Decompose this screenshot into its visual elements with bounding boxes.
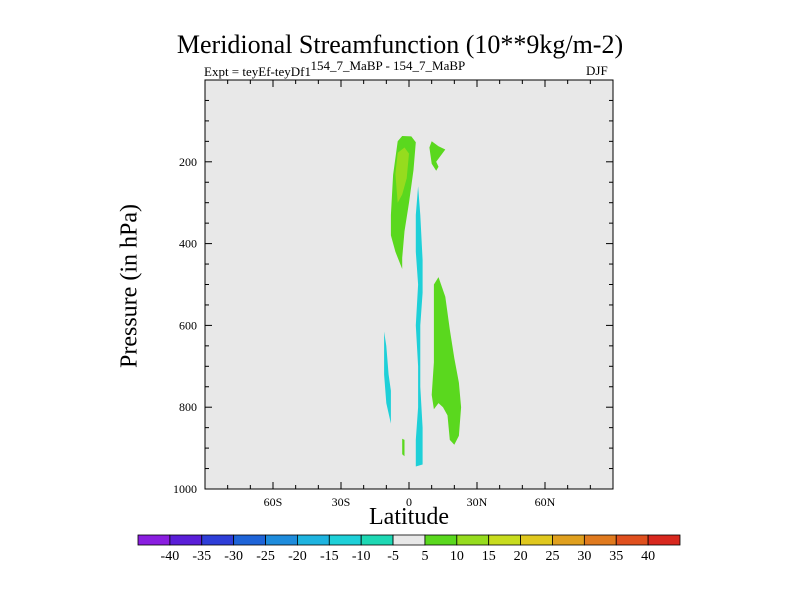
colorbar-label: -35 [192,549,211,564]
y-tick-label: 800 [179,400,197,414]
y-axis-ticks: 200 400 600 800 1000 [173,79,613,496]
colorbar-label: 5 [421,549,428,564]
contour-region-3 [429,141,446,171]
colorbar-label: -40 [161,549,180,564]
contour-region-7 [402,438,405,457]
experiment-label-text: Expt = teyEf-teyDf1 [204,64,311,79]
colorbar-swatch [328,534,362,546]
colorbar-swatch [552,534,585,546]
colorbar-swatch [201,534,235,546]
y-tick-label: 400 [179,237,197,251]
colorbar-swatch [488,534,521,546]
colorbar-label: -30 [224,549,243,564]
colorbar-swatch [615,534,649,546]
contour-region-2 [395,147,409,203]
contour-region-5 [415,186,423,467]
colorbar-label: 40 [641,549,655,564]
contour-region-4 [431,277,462,445]
colorbar-swatch [392,534,426,546]
x-tick-label: 30S [332,495,351,509]
colorbar-swatch [233,534,266,546]
x-tick-label: 0 [406,495,412,509]
colorbar-label: 25 [545,549,559,564]
colorbar-swatch [297,534,330,546]
colorbar-label: -10 [352,549,371,564]
colorbar-label: -15 [320,549,339,564]
contour-regions [384,136,462,467]
colorbar-label: 20 [514,549,528,564]
colorbar-label: 35 [609,549,623,564]
colorbar-label: 15 [482,549,496,564]
chart-title: Meridional Streamfunction (10**9kg/m-2) [176,30,624,59]
colorbar-swatch [583,534,617,546]
colorbar-swatch [169,534,203,546]
colorbar-swatch [647,534,681,546]
contour-region-6 [384,331,391,424]
colorbar-label: 30 [577,549,591,564]
y-tick-label: 200 [179,155,197,169]
colorbar-label: -25 [256,549,275,564]
y-tick-label: 1000 [173,482,197,496]
y-tick-label: 600 [179,318,197,332]
x-tick-label: 60N [535,495,556,509]
x-axis-ticks: 60S 30S 0 30N 60N [204,80,614,509]
colorbar-swatch [456,534,490,546]
colorbar-swatch [265,534,298,546]
experiment-label: Expt = teyEf-teyDf1154_7_MaBP - 154_7_Ma… [204,58,465,80]
colorbar-swatch [520,534,553,546]
colorbar-swatch [360,534,394,546]
x-axis-label: Latitude [369,504,449,530]
colorbar: -40 -35 -30 -25 -20 -15 -10 -5 5 10 15 20 25 30 35 40 [137,534,681,564]
season-label: DJF [586,63,608,78]
colorbar-label: -20 [288,549,307,564]
colorbar-swatch [137,534,171,546]
colorbar-label: -5 [387,549,399,564]
x-tick-label: 30N [467,495,488,509]
experiment-superscript: 154_7_MaBP - 154_7_MaBP [310,58,466,73]
colorbar-label: 10 [450,549,464,564]
colorbar-swatch [424,534,458,546]
x-tick-label: 60S [264,495,283,509]
